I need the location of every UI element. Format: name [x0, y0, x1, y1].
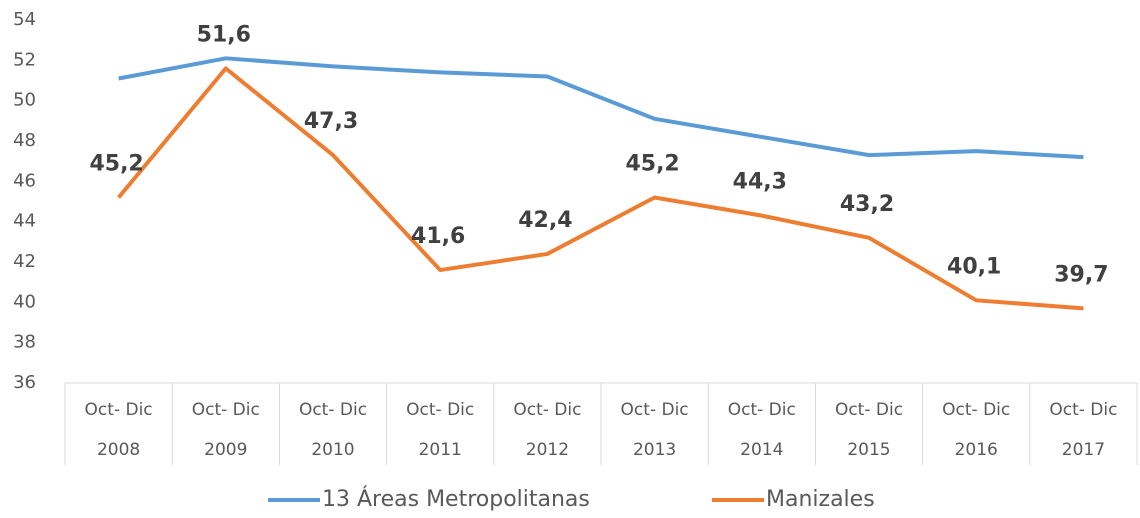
x-tick-label: Oct- Dic [621, 400, 689, 420]
y-tick-label: 40 [13, 291, 36, 312]
y-tick-label: 52 [13, 49, 36, 70]
data-label: 42,4 [518, 208, 572, 233]
x-tick-label: Oct- Dic [299, 400, 367, 420]
y-tick-label: 38 [13, 332, 36, 353]
data-label: 45,2 [89, 151, 143, 176]
data-label: 44,3 [733, 170, 787, 195]
y-tick-label: 50 [13, 90, 36, 111]
data-label: 40,1 [947, 254, 1001, 279]
x-tick-label: 2012 [526, 440, 569, 460]
series-line [118, 56, 1084, 160]
y-tick-label: 42 [13, 251, 36, 272]
x-tick-label: Oct- Dic [728, 400, 796, 420]
x-tick-label: 2014 [740, 440, 783, 460]
data-label: 39,7 [1054, 262, 1108, 287]
x-tick-label: 2017 [1062, 440, 1105, 460]
legend-label: Manizales [766, 487, 875, 512]
y-tick-label: 54 [13, 9, 36, 30]
data-label: 45,2 [625, 151, 679, 176]
x-tick-label: 2015 [847, 440, 890, 460]
x-tick-label: 2010 [311, 440, 354, 460]
y-tick-label: 46 [13, 170, 36, 191]
x-tick-label: Oct- Dic [1049, 400, 1117, 420]
x-tick-label: 2008 [97, 440, 140, 460]
x-tick-label: 2016 [955, 440, 998, 460]
x-tick-label: Oct- Dic [835, 400, 903, 420]
x-tick-label: Oct- Dic [192, 400, 260, 420]
series-line [117, 66, 1084, 311]
x-tick-label: Oct- Dic [85, 400, 153, 420]
legend-label: 13 Áreas Metropolitanas [322, 486, 590, 512]
x-tick-label: 2013 [633, 440, 676, 460]
data-label: 43,2 [840, 192, 894, 217]
x-tick-label: 2011 [419, 440, 462, 460]
data-label: 41,6 [411, 224, 465, 249]
x-tick-label: Oct- Dic [513, 400, 581, 420]
data-label: 47,3 [304, 109, 358, 134]
y-tick-label: 36 [13, 372, 36, 393]
y-tick-label: 48 [13, 130, 36, 151]
x-tick-label: Oct- Dic [406, 400, 474, 420]
x-tick-label: 2009 [204, 440, 247, 460]
y-tick-label: 44 [13, 211, 36, 232]
x-tick-label: Oct- Dic [942, 400, 1010, 420]
data-label: 51,6 [197, 22, 251, 47]
